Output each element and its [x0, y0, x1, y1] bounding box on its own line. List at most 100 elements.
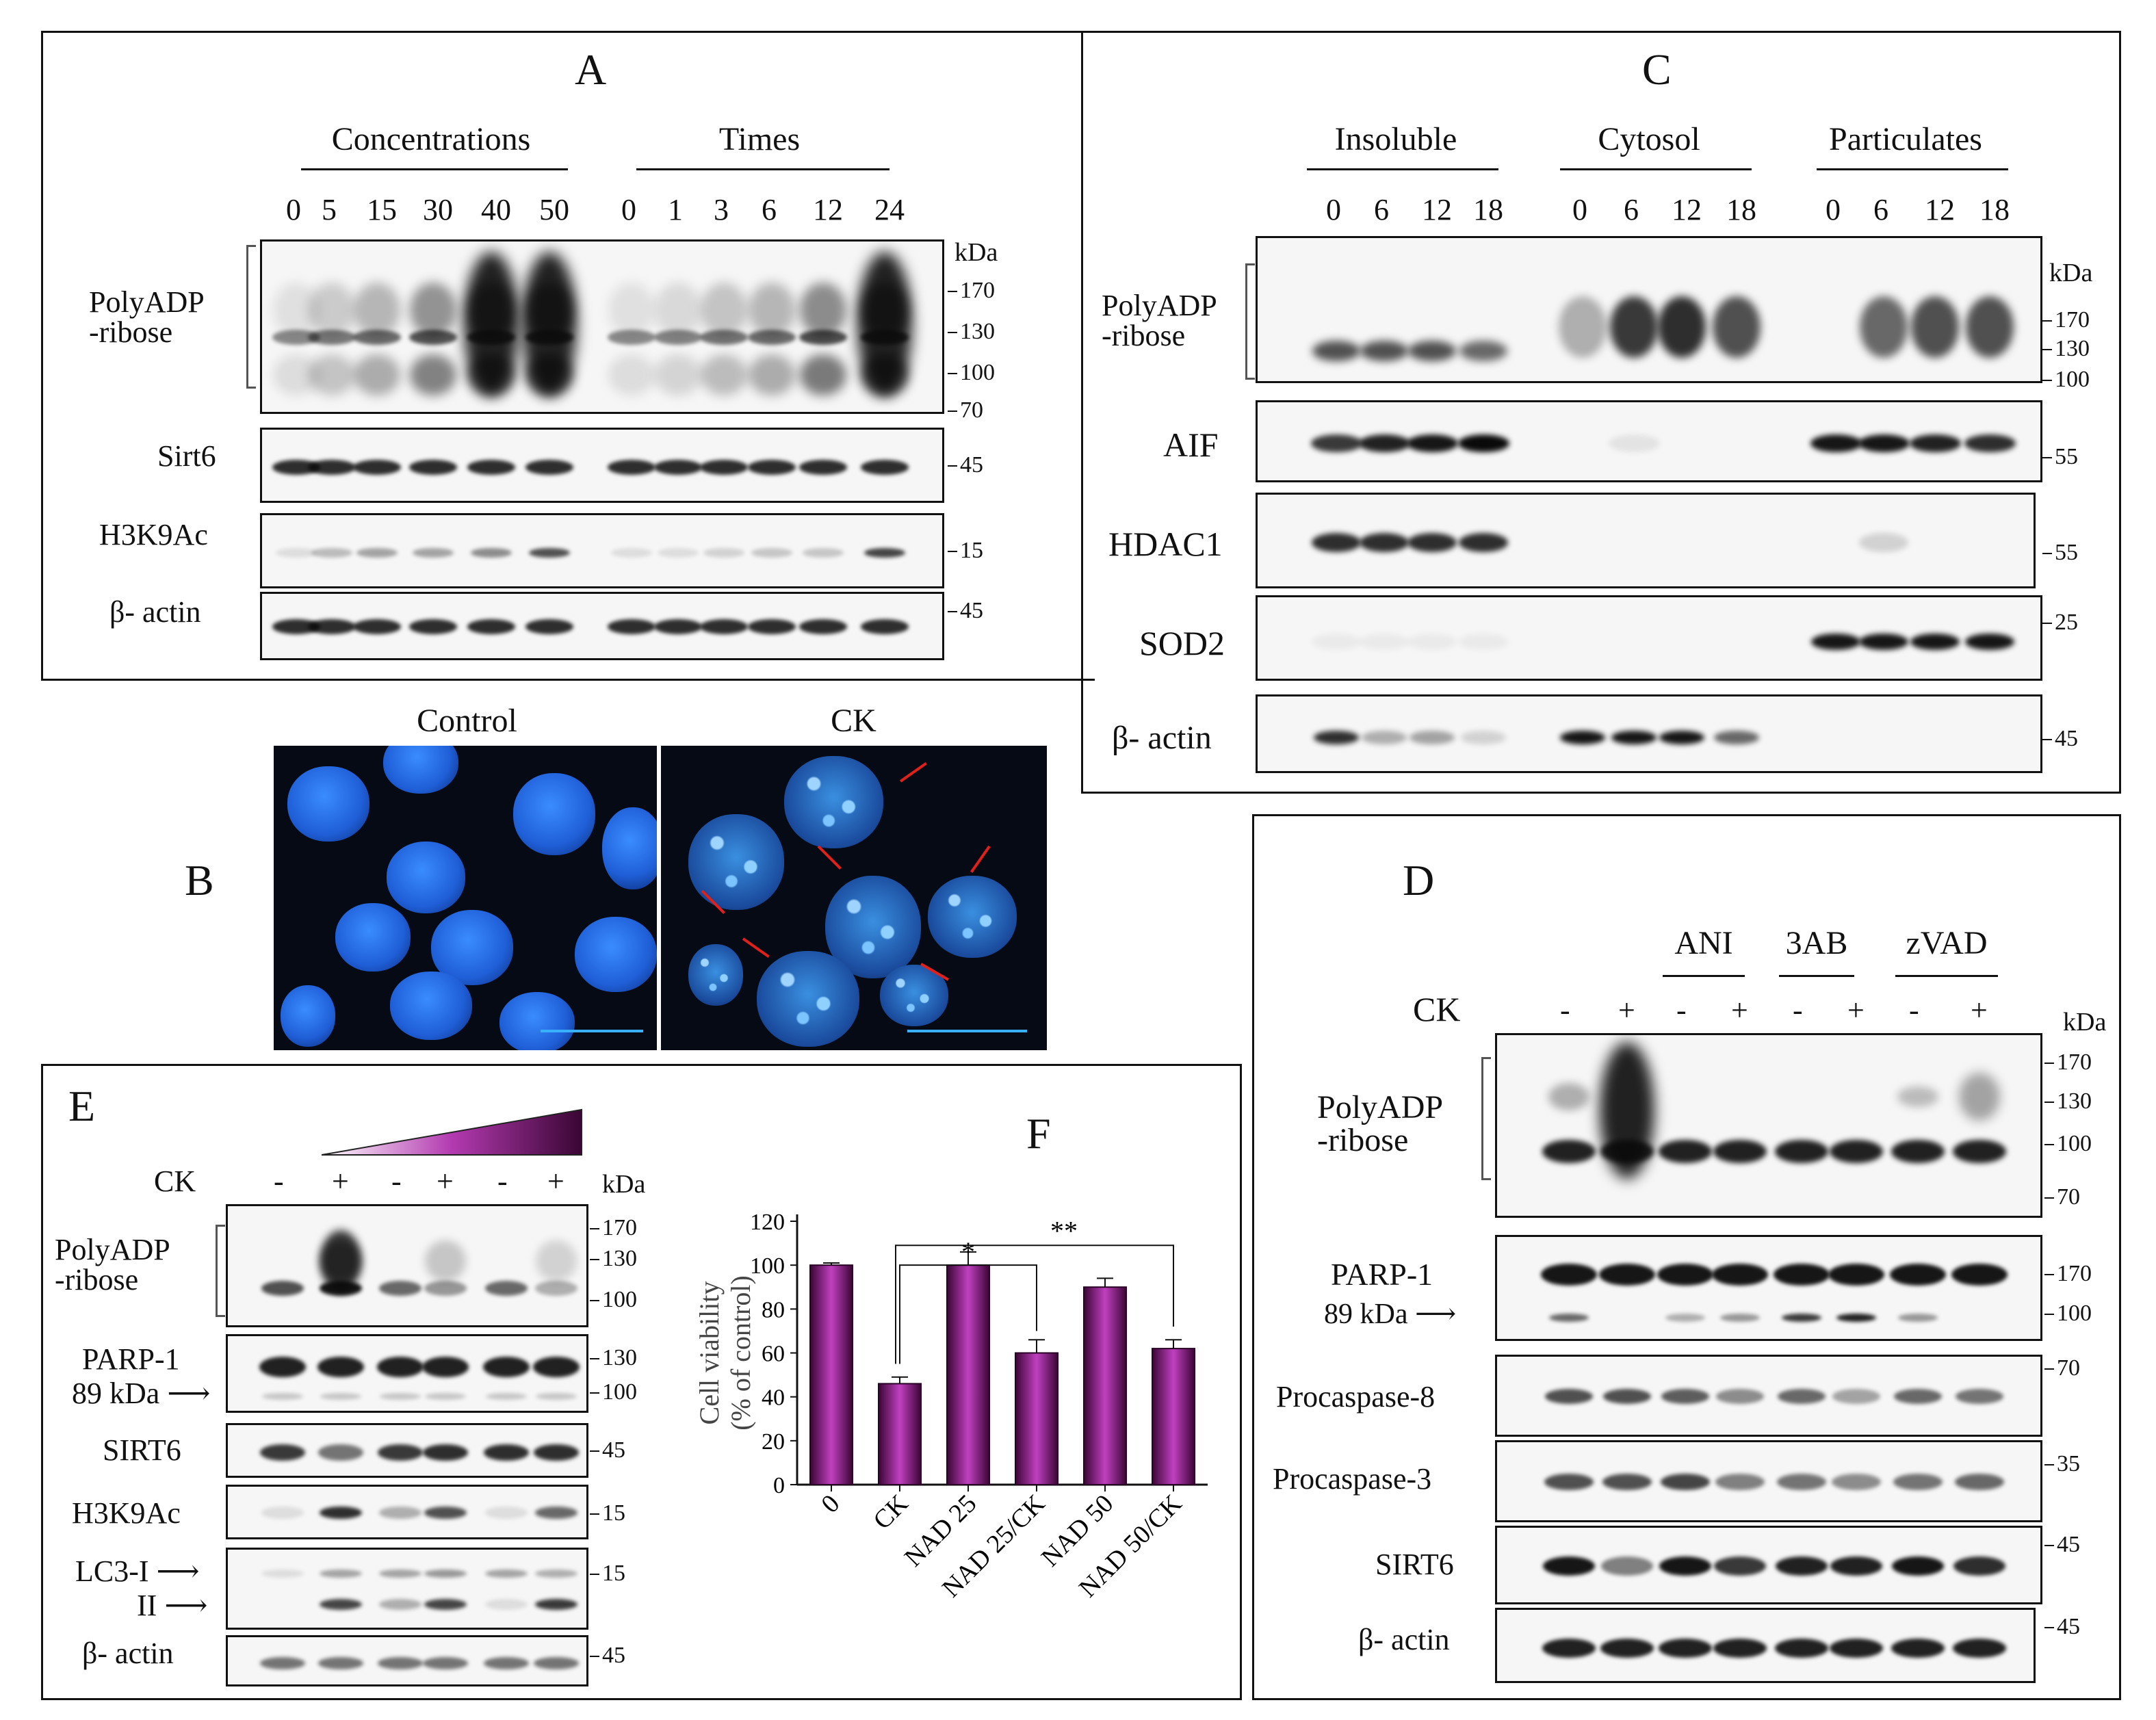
panel-d-group-label: 3AB	[1785, 925, 1848, 961]
band	[356, 548, 398, 558]
band	[525, 460, 573, 475]
panel-c-lane-label: 0	[1826, 193, 1841, 226]
band	[353, 460, 401, 475]
panel-d-blot-parp1	[1495, 1235, 2042, 1341]
band	[608, 330, 655, 345]
band	[410, 354, 456, 395]
kda-marker: 70	[2057, 1184, 2080, 1210]
panel-b-label: B	[185, 856, 214, 904]
nucleus	[390, 972, 472, 1040]
band	[700, 619, 748, 634]
band	[748, 619, 796, 634]
panel-a-lane-label: 0	[621, 193, 636, 226]
panel-e-sign: +	[332, 1164, 349, 1198]
band	[1811, 533, 1860, 552]
band	[485, 1507, 528, 1519]
band	[1713, 296, 1761, 358]
band	[273, 354, 320, 395]
kda-tick	[2042, 457, 2052, 458]
panel-d-kda: kDa	[2063, 1008, 2107, 1037]
band	[484, 1444, 529, 1461]
x-tick-label: CK	[868, 1489, 913, 1535]
panel-a-row-polyadp: PolyADP -ribose	[89, 285, 205, 349]
band	[308, 460, 356, 475]
panel-c-lane-label: 18	[1979, 193, 2010, 226]
band	[1310, 434, 1362, 452]
band	[1898, 1314, 1938, 1322]
nucleus	[281, 985, 335, 1047]
kda-tick	[590, 1392, 599, 1394]
nucleus	[688, 814, 784, 910]
kda-marker: 45	[2055, 726, 2078, 751]
panel-d-sign: +	[1847, 993, 1865, 1027]
band	[464, 252, 519, 395]
band	[1661, 1389, 1709, 1404]
band	[1611, 731, 1657, 744]
band	[1811, 634, 1860, 650]
band	[700, 460, 748, 475]
band	[1659, 1639, 1712, 1658]
band	[1557, 434, 1609, 452]
band	[861, 619, 909, 634]
band	[1910, 634, 1960, 650]
band	[353, 619, 401, 634]
band	[522, 252, 577, 395]
panel-d-sign: +	[1731, 993, 1748, 1027]
panel-c-blot-polyadp	[1256, 236, 2042, 383]
kda-marker: 130	[602, 1246, 637, 1271]
band	[272, 619, 320, 634]
band	[308, 330, 356, 345]
band	[535, 1569, 577, 1578]
band	[424, 1281, 467, 1296]
panel-a-group-times: Times	[718, 121, 801, 157]
band	[1659, 731, 1704, 744]
kda-tick	[590, 1574, 599, 1575]
panel-a-lane-label: 1	[668, 193, 683, 226]
band	[536, 1240, 577, 1281]
band	[1600, 1042, 1654, 1179]
kda-marker: 170	[2055, 307, 2090, 333]
panel-c-group-label: Cytosol	[1598, 121, 1700, 157]
panel-a-group-concentrations: Concentrations	[331, 121, 531, 157]
panel-a-underline-2	[636, 168, 889, 170]
x-tick-label: 0	[816, 1489, 845, 1519]
band	[1911, 296, 1959, 358]
kda-marker: 170	[960, 278, 995, 303]
y-tick-label: 100	[750, 1253, 785, 1279]
panel-b-control-title: Control	[417, 703, 517, 739]
band	[261, 1281, 304, 1296]
band	[1712, 634, 1761, 650]
band	[309, 283, 355, 337]
panel-c-row-actin: β- actin	[1112, 720, 1212, 756]
kda-tick	[590, 1300, 599, 1301]
band	[701, 283, 747, 337]
panel-a-lane-label: 5	[322, 193, 337, 226]
kda-tick	[948, 332, 957, 333]
panel-a-frame-bottom	[41, 679, 1095, 681]
band	[1951, 1264, 2008, 1286]
band	[1314, 731, 1359, 744]
band	[410, 283, 456, 337]
band	[1603, 1389, 1651, 1404]
band	[1459, 634, 1508, 650]
band	[1892, 1556, 1944, 1576]
band	[1312, 341, 1360, 361]
band	[1410, 731, 1455, 744]
nucleus	[575, 917, 657, 992]
panel-e-sign: -	[274, 1164, 284, 1198]
band	[1828, 1264, 1884, 1286]
band	[311, 548, 352, 558]
panel-e-row-polyadp: PolyADP -ribose	[55, 1233, 170, 1296]
band	[654, 330, 702, 345]
band	[534, 1444, 579, 1461]
panel-c-label: C	[1642, 45, 1672, 94]
panel-a-lane-label: 50	[539, 193, 569, 226]
band	[1544, 1474, 1594, 1490]
band	[409, 330, 457, 345]
kda-tick	[2042, 320, 2052, 322]
panel-c-kda: kDa	[2049, 259, 2093, 287]
red-arrow	[970, 845, 991, 873]
band	[1600, 1639, 1654, 1658]
panel-c-group-underline	[1307, 168, 1498, 170]
band	[379, 1569, 421, 1578]
